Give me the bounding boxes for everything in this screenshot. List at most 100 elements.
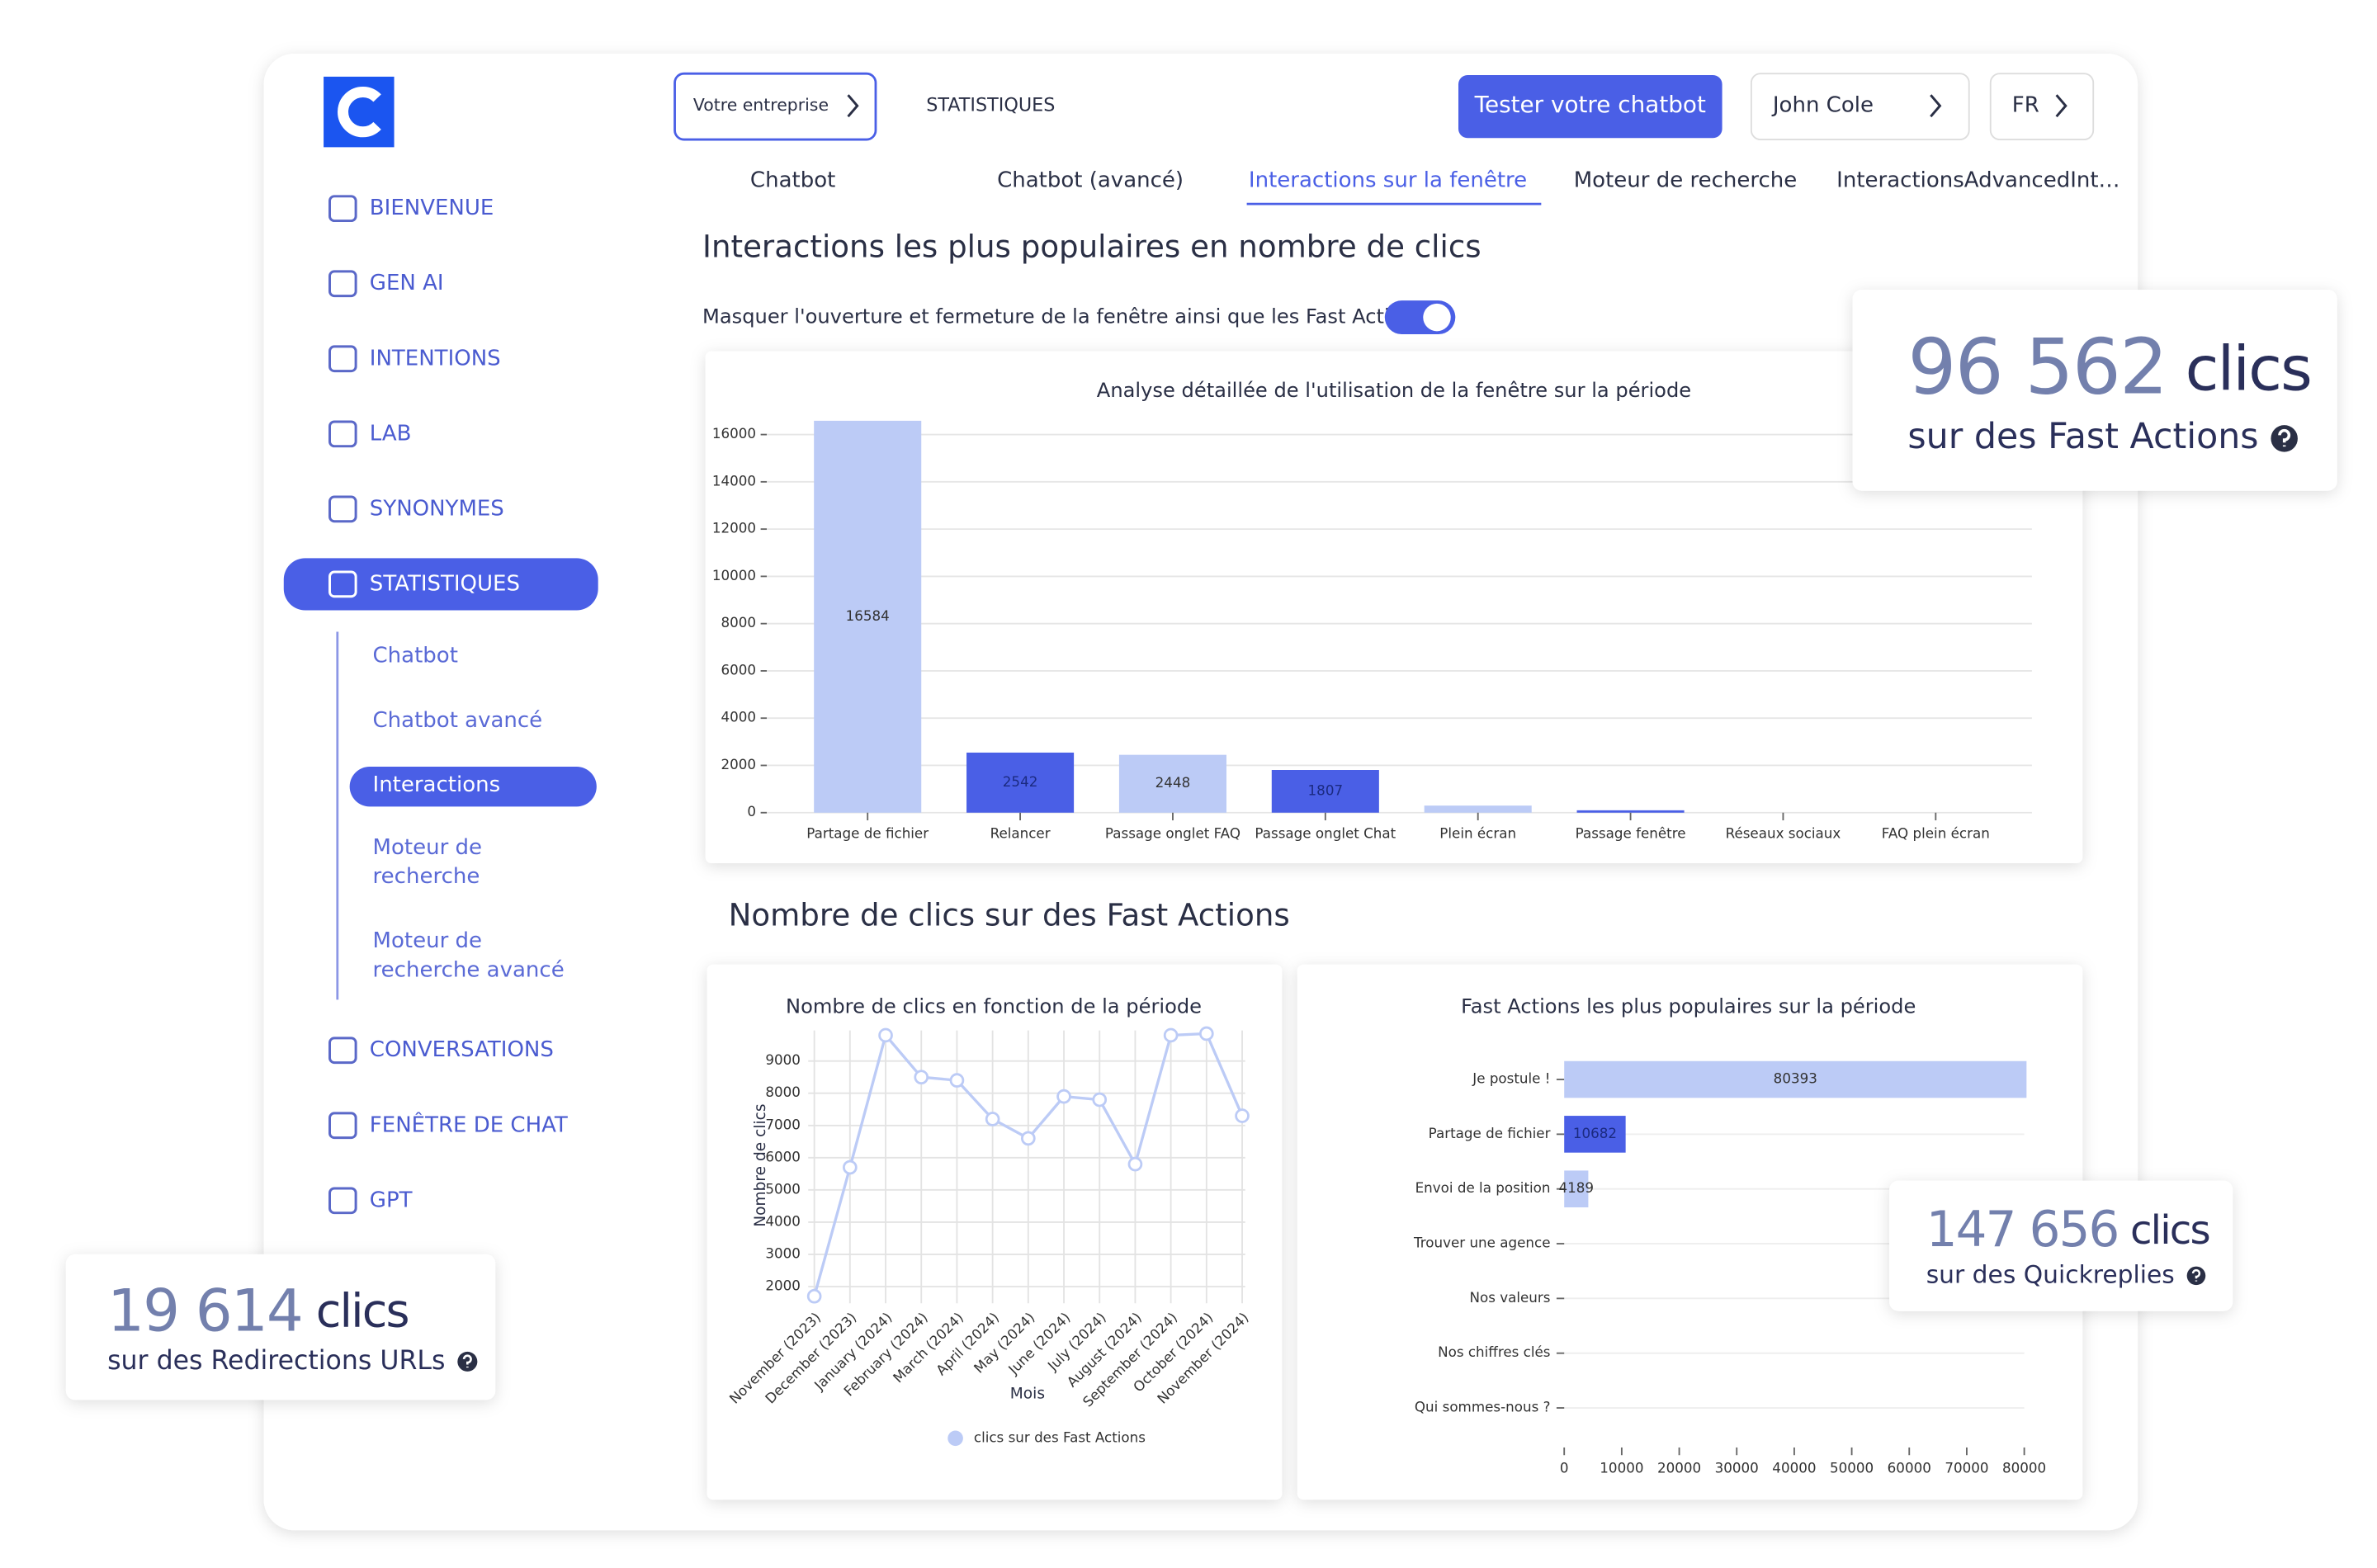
kpi-card	[1852, 290, 2337, 491]
toggle-knob	[1423, 303, 1451, 332]
y-tick-label: 2000	[721, 756, 756, 772]
x-tick-label: 70000	[1945, 1459, 1988, 1476]
sidebar-subitem[interactable]: Chatbot avancé	[373, 708, 543, 733]
sidebar-item[interactable]: FENÊTRE DE CHAT	[370, 1111, 568, 1137]
bar	[1564, 1170, 1589, 1207]
y-tick-label: 8000	[765, 1084, 801, 1100]
y-tick-label: 6000	[721, 661, 756, 678]
y-tick-label: Trouver une agence	[1413, 1235, 1550, 1251]
test-button-label: Tester votre chatbot	[1474, 91, 1706, 118]
value-label: 1807	[1308, 782, 1344, 798]
y-tick-label: Envoi de la position	[1415, 1179, 1551, 1196]
y-tick-label: 8000	[721, 614, 756, 631]
company-label: Votre entreprise	[693, 95, 829, 115]
point	[1056, 1089, 1071, 1104]
y-tick-label: Nos valeurs	[1469, 1289, 1550, 1306]
sidebar-subitem[interactable]: Interactions	[373, 772, 501, 797]
value-label: 16584	[846, 607, 890, 624]
sidebar-icon	[328, 420, 357, 448]
company-button[interactable]	[673, 72, 877, 141]
point	[949, 1073, 965, 1088]
y-tick-label: 6000	[765, 1148, 801, 1164]
point	[1235, 1108, 1250, 1123]
sidebar-subitem[interactable]: Moteur de recherche avancé	[372, 928, 565, 983]
x-tick-label: Passage fenêtre	[1576, 824, 1686, 841]
x-tick-label: Passage onglet Chat	[1255, 824, 1396, 841]
y-tick-label: 5000	[765, 1180, 801, 1197]
user-label: John Cole	[1771, 93, 1874, 118]
sidebar-icon	[328, 1112, 357, 1140]
active-sub-bg	[349, 767, 597, 807]
sidebar-icon	[328, 570, 357, 598]
y-tick-label: Qui sommes-nous ?	[1415, 1399, 1551, 1415]
point	[878, 1027, 893, 1043]
user-button[interactable]	[1750, 73, 1970, 141]
sidebar-icon	[328, 195, 357, 223]
sidebar-item[interactable]: INTENTIONS	[370, 346, 501, 371]
bar	[1118, 754, 1226, 813]
sidebar-item[interactable]: CONVERSATIONS	[370, 1037, 554, 1062]
help-glyph	[462, 1354, 472, 1368]
lang-button[interactable]	[1989, 73, 2095, 141]
y-tick-label: Je postule !	[1472, 1070, 1550, 1087]
test-button[interactable]	[1458, 75, 1722, 139]
y-tick-label: 0	[747, 803, 756, 819]
charts: Analyse détaillée de l'utilisation de la…	[712, 379, 2046, 1476]
y-tick-label: 4000	[765, 1212, 801, 1229]
value-label: 80393	[1774, 1070, 1817, 1087]
sidebar-item[interactable]: SYNONYMES	[370, 496, 504, 521]
active-item-bg	[283, 558, 598, 611]
chart-title: Analyse détaillée de l'utilisation de la…	[1097, 379, 1691, 402]
sidebar-item[interactable]: LAB	[370, 421, 412, 446]
tab[interactable]: Moteur de recherche	[1574, 168, 1797, 193]
kpi-value: 96 562 clics	[1907, 323, 2311, 412]
sidebar-icon	[328, 1037, 357, 1065]
kpi-value: 19 614 clics	[107, 1276, 409, 1344]
tab[interactable]: InteractionsAdvancedInt…	[1836, 168, 2119, 193]
tab[interactable]: Chatbot (avancé)	[997, 168, 1184, 193]
chart-card	[1297, 964, 2083, 1500]
sidebar-item[interactable]: STATISTIQUES	[370, 571, 520, 596]
help-glyph	[2191, 1268, 2201, 1282]
kpi-number: 96 562	[1907, 323, 2167, 412]
bar	[814, 420, 922, 813]
y-tick-label: 7000	[765, 1116, 801, 1132]
bar	[1564, 1116, 1626, 1153]
sidebar-subitem[interactable]: Chatbot	[373, 644, 458, 668]
y-tick-label: 4000	[721, 709, 756, 725]
chart-title: Nombre de clics en fonction de la périod…	[786, 995, 1202, 1018]
y-tick-label: Nos chiffres clés	[1438, 1344, 1550, 1360]
x-tick-label: 30000	[1715, 1459, 1759, 1476]
sidebar-icon	[328, 495, 357, 523]
tab[interactable]: Chatbot	[750, 168, 835, 193]
x-tick-label: 40000	[1772, 1459, 1816, 1476]
x-tick-label: 50000	[1830, 1459, 1874, 1476]
y-tick-label: 3000	[765, 1244, 801, 1261]
sidebar-item[interactable]: GEN AI	[370, 271, 444, 295]
y-tick-label: 9000	[765, 1051, 801, 1068]
value-label: 2542	[1003, 773, 1038, 790]
kpi-card	[1889, 1180, 2233, 1311]
sidebar-item[interactable]: BIENVENUE	[370, 196, 494, 220]
sidebar-subitem[interactable]: Moteur de recherche	[372, 835, 483, 890]
kpi-value: 147 656 clics	[1926, 1202, 2209, 1259]
toggle-label: Masquer l'ouverture et fermeture de la f…	[702, 305, 1425, 328]
help-glyph	[2278, 428, 2291, 447]
point	[985, 1112, 1000, 1126]
point	[1199, 1026, 1214, 1041]
x-tick-label: 60000	[1888, 1459, 1931, 1476]
point	[1127, 1156, 1143, 1172]
kpi-unit: clics	[2186, 333, 2311, 404]
tab[interactable]: Interactions sur la fenêtre	[1249, 168, 1527, 193]
y-tick-label: 16000	[712, 425, 756, 442]
kpi-label: sur des Redirections URLs	[107, 1346, 445, 1376]
sidebar-icon	[328, 270, 357, 298]
x-tick-label: Passage onglet FAQ	[1105, 824, 1240, 841]
y-tick-label: 12000	[712, 520, 756, 536]
x-tick-label: Plein écran	[1439, 824, 1516, 841]
x-tick-label: Partage de fichier	[806, 824, 929, 841]
point	[1092, 1092, 1108, 1108]
sidebar-item[interactable]: GPT	[370, 1188, 413, 1212]
